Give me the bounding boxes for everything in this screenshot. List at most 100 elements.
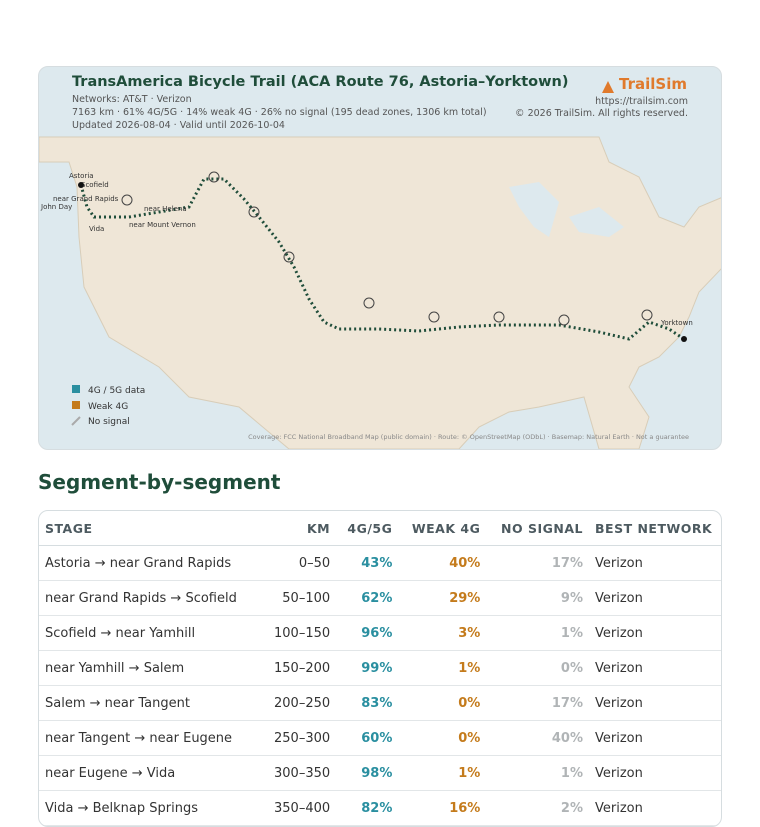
- end: [681, 336, 687, 342]
- place-label: Yorktown: [660, 319, 693, 327]
- place-label: Vida: [89, 225, 104, 233]
- legend-swatch: [72, 385, 80, 393]
- table-card: STAGE KM 4G/5G WEAK 4G NO SIGNAL BEST NETWORK…: [38, 510, 722, 827]
- table-cell: Verizon: [589, 615, 721, 651]
- table-cell: 1%: [486, 615, 589, 651]
- table-cell: Salem → near Tangent: [39, 685, 262, 721]
- map-card: Astoria Scofield near Grand Rapids John …: [38, 66, 722, 450]
- table-cell: Scofield → near Yamhill: [39, 615, 262, 651]
- dead-zone: [641, 309, 653, 321]
- dead-zone: [283, 251, 295, 263]
- table-cell: 40%: [486, 720, 589, 756]
- brand: TrailSim: [619, 75, 687, 93]
- lake: [509, 182, 624, 237]
- table-cell: 0%: [398, 720, 487, 756]
- table-cell: 17%: [486, 545, 589, 581]
- table-cell: near Grand Rapids → Scofield: [39, 580, 262, 616]
- table-cell: 350–400: [261, 790, 337, 826]
- start: [78, 182, 84, 188]
- place-label: John Day: [40, 203, 72, 211]
- table-cell: Astoria → near Grand Rapids: [39, 545, 262, 581]
- url[interactable]: https://trailsim.com: [595, 96, 688, 107]
- table-cell: 43%: [336, 545, 399, 581]
- table-row: near Eugene → Vida 300–350 98% 1% 1% Verizon: [39, 755, 721, 791]
- place-label: Astoria: [69, 172, 94, 180]
- table-cell: 99%: [336, 650, 399, 686]
- legend-label: No signal: [88, 417, 130, 427]
- table-cell: near Yamhill → Salem: [39, 650, 262, 686]
- copyright: © 2026 TrailSim. All rights reserved.: [515, 108, 688, 119]
- table-cell: 0%: [486, 650, 589, 686]
- land: [39, 136, 721, 449]
- legend-label: Weak 4G: [88, 402, 128, 412]
- place-label: near Helena: [144, 205, 187, 213]
- table-cell: 9%: [486, 580, 589, 616]
- column-header: KM: [261, 511, 337, 546]
- table-row: Astoria → near Grand Rapids 0–50 43% 40% 17%…: [39, 545, 721, 581]
- dead-zone: [558, 314, 570, 326]
- table-row: Vida → Belknap Springs 350–400 82% 16% 2% Ver…: [39, 790, 721, 826]
- table-cell: 2%: [486, 790, 589, 826]
- map-title: TransAmerica Bicycle Trail (ACA Route 76…: [72, 74, 569, 90]
- table-row: Salem → near Tangent 200–250 83% 0% 17% Veriz…: [39, 685, 721, 721]
- table-cell: 40%: [398, 545, 487, 581]
- table-cell: Verizon: [589, 650, 721, 686]
- table-cell: Verizon: [589, 580, 721, 616]
- route: [79, 177, 685, 341]
- column-header: 4G/5G: [336, 511, 399, 546]
- table-cell: 17%: [486, 685, 589, 721]
- place-label: Scofield: [81, 181, 109, 189]
- table-cell: Vida → Belknap Springs: [39, 790, 262, 826]
- table-cell: 16%: [398, 790, 487, 826]
- table-row: near Yamhill → Salem 150–200 99% 1% 0% Verizo…: [39, 650, 721, 686]
- table-cell: 200–250: [261, 685, 337, 721]
- table-cell: 0%: [398, 685, 487, 721]
- place-label: near Mount Vernon: [129, 221, 196, 229]
- networks: Networks: AT&T · Verizon: [72, 94, 192, 105]
- table-row: near Grand Rapids → Scofield 50–100 62% 29%…: [39, 580, 721, 616]
- table-cell: 62%: [336, 580, 399, 616]
- table-cell: near Tangent → near Eugene: [39, 720, 262, 756]
- table-cell: Verizon: [589, 755, 721, 791]
- table-cell: 0–50: [261, 545, 337, 581]
- section-title: Segment-by-segment: [38, 470, 281, 494]
- dead-zone: [428, 311, 440, 323]
- table-cell: 250–300: [261, 720, 337, 756]
- column-header: NO SIGNAL: [486, 511, 589, 546]
- dead-zone: [363, 297, 375, 309]
- table-row: near Tangent → near Eugene 250–300 60% 0% 40…: [39, 720, 721, 756]
- stats: 7163 km · 61% 4G/5G · 14% weak 4G · 26% …: [72, 107, 487, 118]
- table-cell: Verizon: [589, 545, 721, 581]
- map: Astoria Scofield near Grand Rapids John …: [39, 81, 721, 449]
- table-cell: 1%: [398, 650, 487, 686]
- table-cell: 50–100: [261, 580, 337, 616]
- table-cell: 1%: [398, 755, 487, 791]
- legend-label: 4G / 5G data: [88, 386, 145, 396]
- table-cell: 83%: [336, 685, 399, 721]
- table-cell: 3%: [398, 615, 487, 651]
- table-cell: Verizon: [589, 685, 721, 721]
- place-label: near Grand Rapids: [53, 195, 119, 203]
- table-cell: 1%: [486, 755, 589, 791]
- table-cell: 150–200: [261, 650, 337, 686]
- table-cell: Verizon: [589, 790, 721, 826]
- column-header: BEST NETWORK: [589, 511, 721, 546]
- logo-icon: [602, 81, 614, 93]
- dead-zone: [208, 171, 220, 183]
- column-header: WEAK 4G: [398, 511, 487, 546]
- legend-swatch: [71, 416, 81, 426]
- table-cell: 82%: [336, 790, 399, 826]
- dead-zone: [248, 206, 260, 218]
- table-cell: 29%: [398, 580, 487, 616]
- table-cell: 96%: [336, 615, 399, 651]
- table-cell: near Eugene → Vida: [39, 755, 262, 791]
- segment-table: STAGE KM 4G/5G WEAK 4G NO SIGNAL BEST NETWORK…: [39, 511, 721, 826]
- attribution: Coverage: FCC National Broadband Map (pu…: [248, 433, 689, 441]
- table-cell: Verizon: [589, 720, 721, 756]
- table-cell: 98%: [336, 755, 399, 791]
- table-row: Scofield → near Yamhill 100–150 96% 3% 1% Ver…: [39, 615, 721, 651]
- table-cell: 300–350: [261, 755, 337, 791]
- column-header: STAGE: [39, 511, 262, 546]
- dead-zone: [493, 311, 505, 323]
